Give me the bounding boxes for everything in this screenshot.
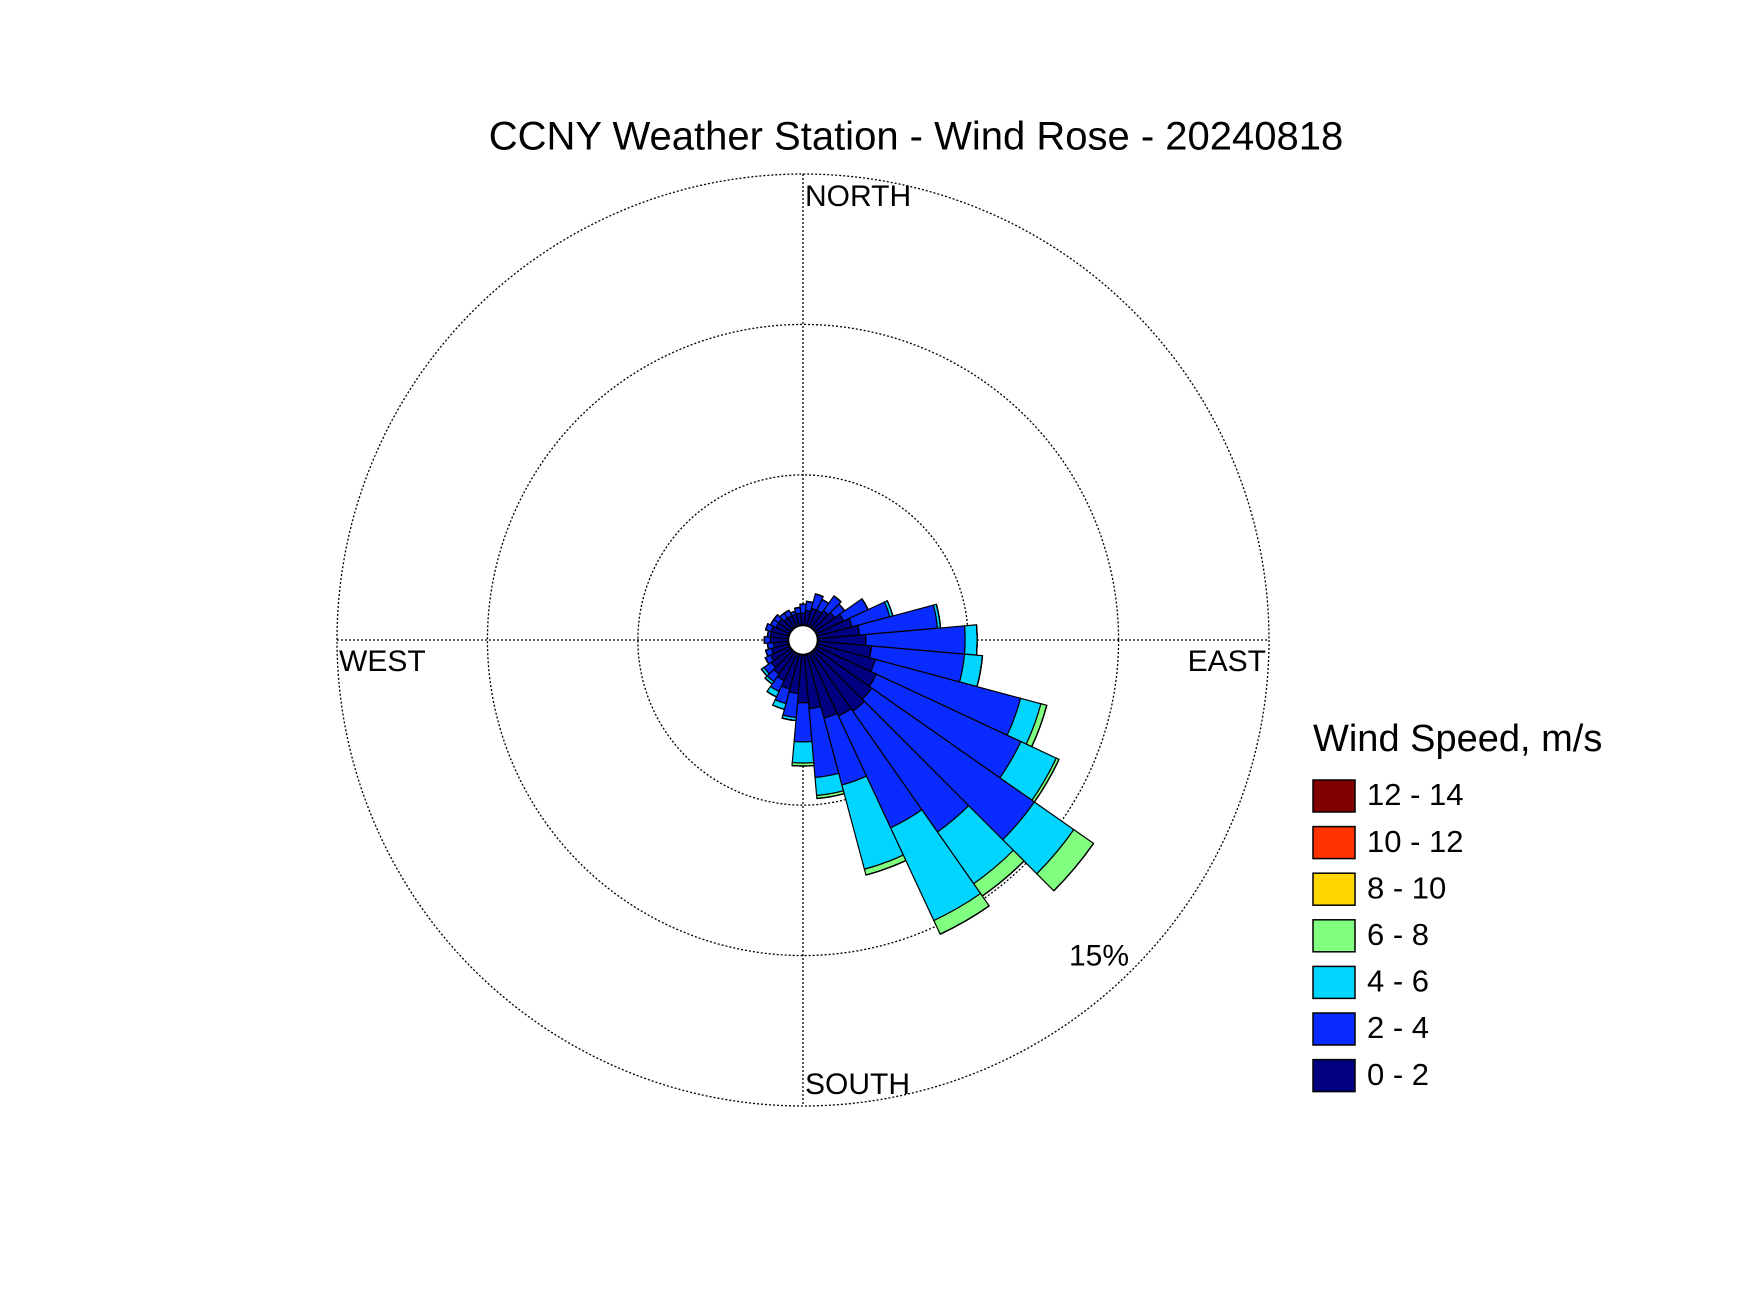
wedge-segment <box>1053 843 1095 892</box>
direction-label: SOUTH <box>805 1068 910 1101</box>
legend-label: 2 - 4 <box>1367 1010 1429 1045</box>
direction-label: WEST <box>339 645 426 678</box>
grid-ring <box>486 323 1120 957</box>
legend-label: 6 - 8 <box>1367 917 1429 952</box>
chart-title: CCNY Weather Station - Wind Rose - 20240… <box>489 115 1344 159</box>
wedge-segment <box>783 609 790 614</box>
ring-label: 15% <box>1069 939 1129 972</box>
legend-swatch <box>1312 1058 1356 1093</box>
wedge-segment <box>772 704 785 710</box>
wedge-segment <box>815 593 824 598</box>
wedge-segment <box>939 905 990 935</box>
legend-swatch <box>1312 779 1356 813</box>
legend-label: 10 - 12 <box>1367 824 1464 859</box>
grid-ring <box>336 173 1270 1107</box>
legend-swatch <box>1312 919 1356 953</box>
legend-label: 4 - 6 <box>1367 964 1429 999</box>
legend-label: 8 - 10 <box>1367 870 1446 905</box>
center-hole <box>787 624 819 656</box>
wedge-segment <box>794 606 801 609</box>
legend-swatch <box>1312 1012 1356 1046</box>
legend-swatch <box>1312 965 1356 1000</box>
legend-swatch <box>1312 825 1356 860</box>
direction-label: EAST <box>1188 645 1266 678</box>
legend-label: 0 - 2 <box>1367 1057 1429 1092</box>
wedge-segment <box>833 595 842 603</box>
wedge-segment <box>963 624 978 656</box>
legend-label: 12 - 14 <box>1367 777 1464 812</box>
direction-label: NORTH <box>805 180 911 213</box>
legend-title: Wind Speed, m/s <box>1313 718 1602 760</box>
wedge-segment <box>760 668 768 677</box>
legend-swatch <box>1312 872 1356 906</box>
wedge-segment <box>975 624 978 656</box>
wedge-segment <box>791 740 815 764</box>
wedge-segment <box>865 860 907 876</box>
wedge-segment <box>773 614 779 620</box>
wedge-segment <box>764 677 773 685</box>
wedge-segment <box>816 793 845 800</box>
